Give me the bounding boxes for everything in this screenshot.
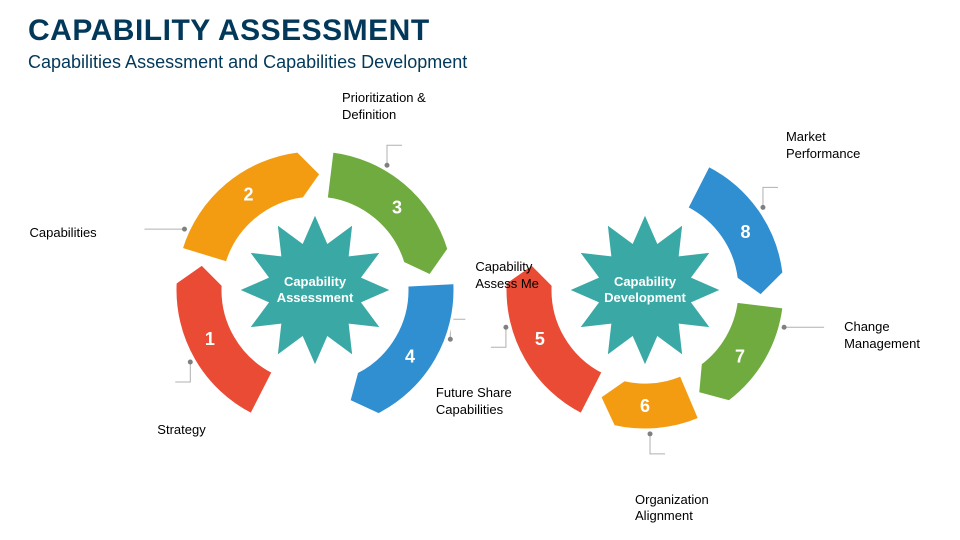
label-text: 8 [740,222,750,242]
callout-label: Capability Assess Me [475,259,539,292]
label-text: Development [604,290,686,305]
callout-line [491,325,509,347]
label-text: 2 [243,185,253,205]
callout-line [385,145,403,168]
callout-label: Strategy [157,422,205,438]
page-root: CAPABILITY ASSESSMENT Capabilities Asses… [0,0,960,540]
label-text: 3 [392,198,402,218]
callout-label: Capabilities [29,225,96,241]
label-text: 7 [735,346,745,366]
label-text: 6 [640,396,650,416]
callout-line [648,431,666,454]
label-text: 1 [205,329,215,349]
label-text: Capability [284,274,347,289]
label-text: 4 [405,346,415,366]
callout-line [144,227,187,232]
callout-label: Market Performance [786,129,860,162]
callout-label: Future Share Capabilities [436,385,512,418]
callout-line [782,325,825,330]
callout-line [760,187,778,210]
callout-label: Prioritization & Definition [342,90,426,123]
callout-label: Organization Alignment [635,492,709,525]
label-text: 5 [535,329,545,349]
label-text: Capability [614,274,677,289]
page-subtitle: Capabilities Assessment and Capabilities… [28,52,467,73]
page-title: CAPABILITY ASSESSMENT [28,14,430,48]
ring-segment [687,165,784,296]
label-text: Assessment [277,290,354,305]
callout-line [175,360,193,383]
callout-label: Change Management [844,319,920,352]
